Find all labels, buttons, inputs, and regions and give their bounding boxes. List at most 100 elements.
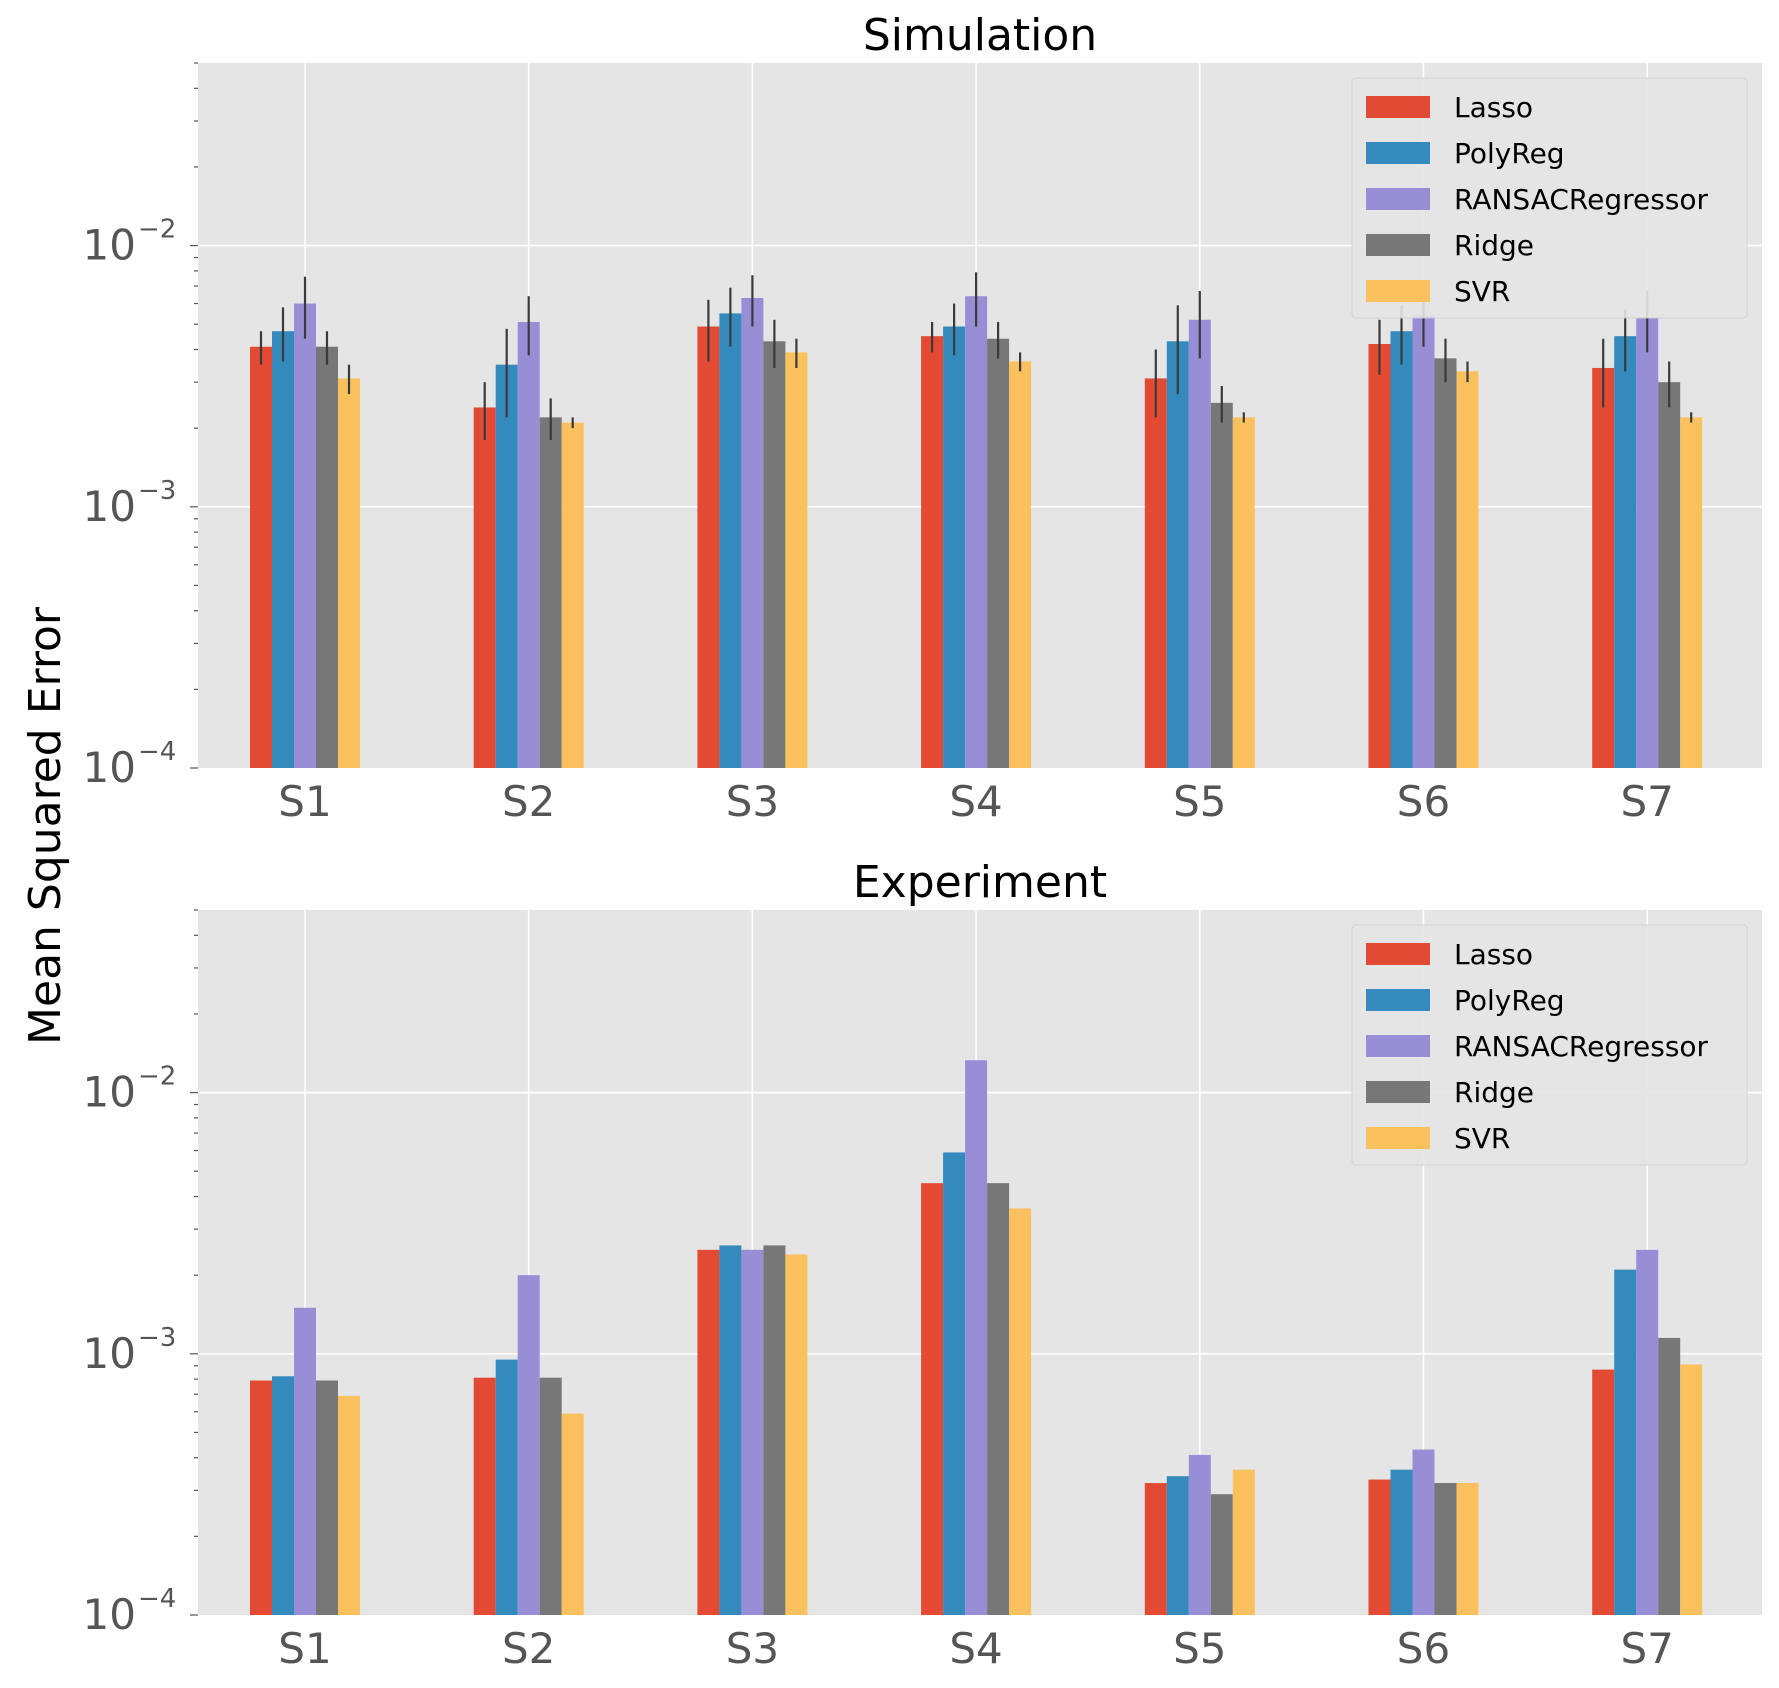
bar-polyreg-s3 [719, 313, 742, 768]
legend-box [1351, 77, 1748, 319]
bar-svr-s1 [338, 1395, 360, 1615]
bar-polyreg-s1 [272, 1376, 294, 1615]
bar-lasso-s6 [1368, 1479, 1391, 1615]
bar-ridge-s4 [987, 1183, 1010, 1615]
legend-label-ransacregressor: RANSACRegressor [1454, 183, 1709, 216]
x-tick-label: S2 [502, 777, 555, 826]
legend-label-polyreg: PolyReg [1454, 137, 1565, 170]
bar-ransacregressor-s5 [1188, 319, 1211, 768]
bar-lasso-s7 [1592, 1369, 1615, 1615]
bar-svr-s3 [785, 1254, 808, 1615]
y-tick-label-exponent: −2 [138, 1062, 176, 1092]
bar-ridge-s3 [763, 1245, 786, 1615]
bar-svr-s2 [561, 1413, 584, 1615]
legend-swatch-svr [1366, 1127, 1430, 1149]
legend: Lasso PolyReg RANSACRegressor Ridge SVR [1351, 924, 1748, 1166]
x-tick-label: S5 [1173, 777, 1226, 826]
bar-svr-s5 [1232, 417, 1255, 768]
x-tick-label: S1 [278, 1624, 331, 1673]
legend: Lasso PolyReg RANSACRegressor Ridge SVR [1351, 77, 1748, 319]
bar-ransacregressor-s7 [1636, 1249, 1659, 1615]
error-bars [259, 272, 1693, 441]
bar-ridge-s1 [316, 346, 338, 768]
y-tick-label-exponent: −3 [138, 476, 176, 506]
legend-label-polyreg: PolyReg [1454, 984, 1565, 1017]
bar-svr-s2 [561, 422, 584, 768]
bar-ransacregressor-s5 [1188, 1454, 1211, 1615]
bar-lasso-s4 [921, 1183, 944, 1615]
legend-label-lasso: Lasso [1454, 938, 1533, 971]
y-axis-label: Mean Squared Error [20, 606, 71, 1045]
x-tick-label: S6 [1397, 1624, 1450, 1673]
y-tick-label-base: 10 [83, 482, 136, 531]
bar-ransacregressor-s3 [741, 1249, 764, 1615]
bar-svr-s7 [1680, 1364, 1703, 1615]
bar-polyreg-s1 [272, 331, 294, 768]
chart-title: Experiment [853, 857, 1107, 908]
legend-swatch-lasso [1366, 943, 1430, 965]
bar-ridge-s5 [1210, 402, 1233, 768]
bar-ridge-s6 [1434, 1483, 1457, 1615]
bar-ransacregressor-s6 [1412, 1449, 1435, 1615]
y-tick-label-base: 10 [83, 221, 136, 270]
y-tick-label-exponent: −4 [138, 1584, 176, 1614]
bars [250, 296, 1703, 768]
bar-lasso-s5 [1144, 378, 1167, 768]
legend-label-lasso: Lasso [1454, 91, 1533, 124]
x-ticks: S1 S2 S3 S4 S5 S6 S7 [278, 1624, 1674, 1673]
legend-label-ridge: Ridge [1454, 1076, 1534, 1109]
y-tick-label-exponent: −3 [138, 1323, 176, 1353]
bar-lasso-s4 [921, 336, 944, 768]
bar-ransacregressor-s3 [741, 297, 764, 768]
legend-swatch-svr [1366, 280, 1430, 302]
bar-ransacregressor-s4 [965, 296, 988, 768]
bar-lasso-s7 [1592, 367, 1615, 768]
y-ticks: 10−410−310−2 [83, 62, 198, 792]
bar-svr-s6 [1456, 1483, 1479, 1615]
bar-svr-s7 [1680, 417, 1703, 768]
x-tick-label: S2 [502, 1624, 555, 1673]
y-tick-label-exponent: −2 [138, 215, 176, 245]
legend-swatch-ridge [1366, 1081, 1430, 1103]
bar-lasso-s1 [250, 346, 272, 768]
bar-svr-s6 [1456, 371, 1479, 768]
bar-polyreg-s3 [719, 1245, 742, 1615]
bar-lasso-s3 [697, 326, 720, 768]
bar-polyreg-s6 [1390, 1469, 1413, 1615]
bar-ridge-s1 [316, 1380, 338, 1615]
bar-svr-s3 [785, 352, 808, 768]
legend-swatch-lasso [1366, 96, 1430, 118]
legend-swatch-ransacregressor [1366, 1035, 1430, 1057]
bar-ridge-s3 [763, 341, 786, 768]
bar-ridge-s7 [1658, 382, 1681, 768]
bar-ridge-s6 [1434, 358, 1457, 768]
bar-ridge-s4 [987, 338, 1010, 768]
x-tick-label: S3 [726, 777, 779, 826]
x-ticks: S1 S2 S3 S4 S5 S6 S7 [278, 777, 1674, 826]
bar-polyreg-s4 [943, 326, 966, 768]
legend-label-ransacregressor: RANSACRegressor [1454, 1030, 1709, 1063]
bar-ransacregressor-s1 [294, 303, 316, 768]
bar-polyreg-s7 [1614, 1269, 1637, 1615]
y-tick-label-base: 10 [83, 743, 136, 792]
bars [250, 1060, 1703, 1615]
bar-ridge-s2 [539, 1377, 562, 1615]
experiment-panel: 10−410−310−2 S1 S2 S3 S4 S5 S6 S7 Experiment L… [83, 857, 1762, 1673]
bar-polyreg-s7 [1614, 336, 1637, 768]
legend-label-ridge: Ridge [1454, 229, 1534, 262]
bar-polyreg-s2 [495, 364, 518, 768]
bar-ransacregressor-s2 [517, 321, 540, 768]
bar-svr-s1 [338, 378, 360, 768]
bar-lasso-s2 [473, 1377, 496, 1615]
bar-ransacregressor-s2 [517, 1275, 540, 1615]
bar-ridge-s2 [539, 417, 562, 768]
bar-lasso-s3 [697, 1249, 720, 1615]
bar-polyreg-s5 [1166, 1476, 1189, 1615]
y-tick-label-base: 10 [83, 1068, 136, 1117]
bar-lasso-s6 [1368, 343, 1391, 768]
bar-lasso-s5 [1144, 1483, 1167, 1615]
bar-ransacregressor-s6 [1412, 315, 1435, 768]
bar-ransacregressor-s7 [1636, 317, 1659, 768]
bar-svr-s4 [1009, 1208, 1032, 1615]
